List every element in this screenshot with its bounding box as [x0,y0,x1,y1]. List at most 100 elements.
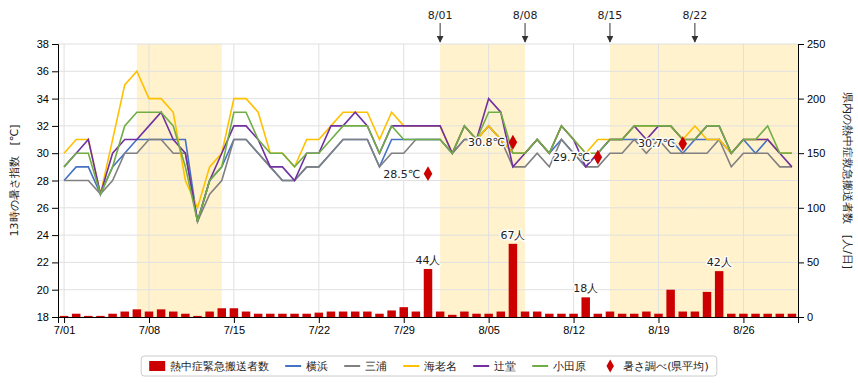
grid-line [233,44,234,317]
grid-line [658,44,659,317]
legend-item: 横浜 [285,360,328,373]
bar [120,312,128,317]
data-labels: 44人67人18人42人28.5℃30.8℃29.7℃30.7℃ [383,136,732,295]
tick-label: 7/15 [224,324,245,336]
tick-label: 200 [807,93,825,105]
tick: 34 [37,93,58,105]
tick-mark [798,208,804,209]
tick-mark [798,44,804,45]
bar [351,312,359,317]
tick-label: 8/05 [478,324,499,336]
bar [424,269,432,317]
tick-mark [64,317,65,323]
bar [290,314,298,317]
legend-label: 小田原 [553,360,586,373]
tick: 32 [37,120,58,132]
tick-mark [574,317,575,323]
tick-label: 32 [37,120,49,132]
bar [509,244,517,317]
tick: 250 [798,38,825,50]
legend-item: 海老名 [403,360,457,373]
bar [72,314,80,317]
legend-swatch [606,360,613,373]
annotation-arrow [694,23,695,42]
bar [788,314,796,317]
tick-mark [52,99,58,100]
tick-label: 20 [37,284,49,296]
axis-line [59,318,799,324]
bar [339,312,347,317]
tick-mark [319,317,320,323]
tick-mark [52,71,58,72]
legend-swatch [344,365,360,367]
line [64,99,792,222]
tick-label: 34 [37,93,49,105]
bar [412,312,420,317]
axis-line [799,45,805,318]
tick-label: 24 [37,229,49,241]
tick: 50 [798,256,819,268]
bar [448,315,456,317]
bar [145,312,153,317]
bar [497,312,505,317]
grid-line [58,71,798,72]
bar [533,312,541,317]
grid-line [58,44,798,45]
tick-mark [52,153,58,154]
bar [484,314,492,317]
tick: 30 [37,147,58,159]
bar [266,314,274,317]
bar [60,316,68,317]
chart: 44人67人18人42人28.5℃30.8℃29.7℃30.7℃ 18 20 22 24… [0,0,858,383]
tick-mark [52,235,58,236]
tick-mark [149,317,150,323]
tick: 7/08 [139,317,160,336]
tick-label: 7/22 [309,324,330,336]
legend-label: 暑さ調べ(県平均) [623,360,709,373]
tick: 150 [798,147,825,159]
bar [133,309,141,317]
tick-label: 18 [37,311,49,323]
bar [205,312,213,317]
legend-item: 小田原 [532,360,586,373]
tick-mark [52,126,58,127]
bar [169,312,177,317]
annotation: 8/01 [428,9,453,22]
bar [776,314,784,317]
tick-label: 30 [37,147,49,159]
bar [581,297,589,317]
tick-label: 22 [37,256,49,268]
bar [181,314,189,317]
grid-line [58,235,798,236]
legend-label: 横浜 [306,360,328,373]
tick: 100 [798,202,825,214]
tick-label: 100 [807,202,825,214]
legend-label: 海老名 [424,360,457,373]
bar [302,314,310,317]
legend-swatch [285,365,301,367]
bar [618,314,626,317]
grid-line [743,44,744,317]
tick-mark [658,317,659,323]
tick-mark [52,44,58,45]
legend-item: 暑さ調べ(県平均) [606,360,708,373]
bar [157,309,165,317]
legend-swatch [149,361,165,371]
annotation-arrow [440,23,441,42]
annotation: 8/08 [513,9,538,22]
tick: 8/19 [648,317,669,336]
data-label: 29.7℃ [553,151,590,164]
bar [472,314,480,317]
bar [763,314,771,317]
bar [278,314,286,317]
y-axis: 1820222426283032343638 [37,38,59,323]
tick-mark [52,208,58,209]
bar [399,307,407,317]
data-label: 18人 [573,282,598,295]
tick: 7/29 [394,317,415,336]
tick: 36 [37,65,58,77]
tick: 24 [37,229,58,241]
tick: 18 [37,311,58,323]
y2-axis: 050100150200250 [798,38,825,323]
x-axis: 7/017/087/157/227/298/058/128/198/26 [54,317,799,336]
